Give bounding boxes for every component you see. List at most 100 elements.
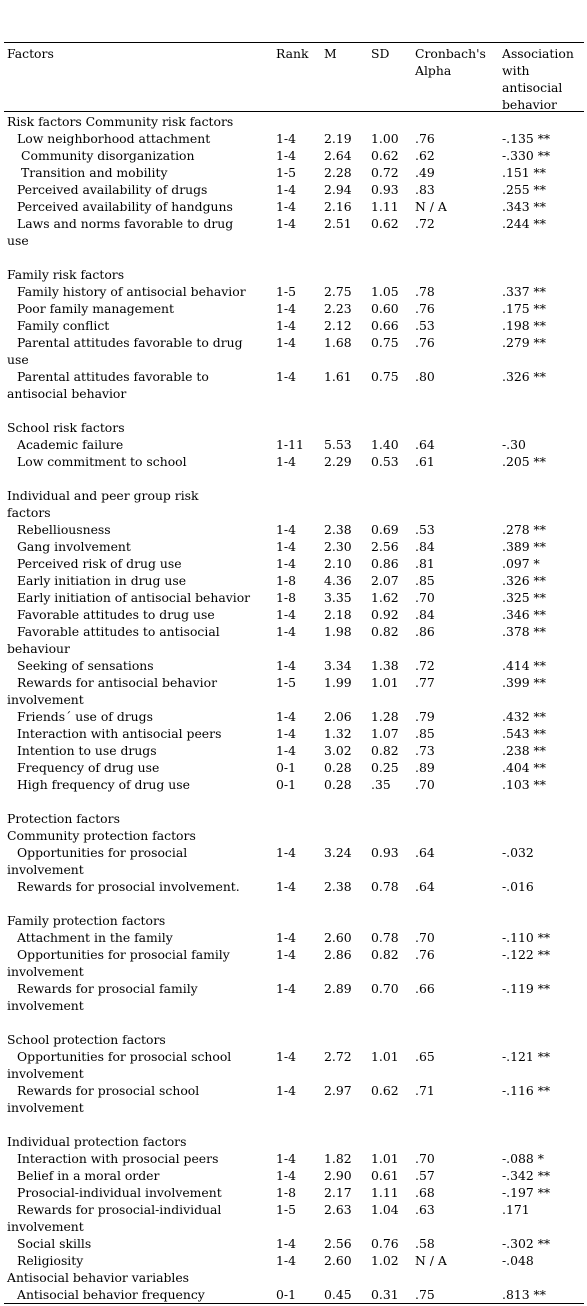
section-heading-row: Individual protection factors: [4, 1133, 584, 1150]
mean-cell: 2.18: [324, 607, 352, 622]
factor-name-cont: involvement: [7, 964, 84, 979]
alpha-cell: .78: [415, 284, 435, 299]
rank-cell: 1-5: [276, 675, 296, 690]
association-cell: .378 **: [502, 624, 546, 639]
factor-name: Perceived risk of drug use: [17, 556, 182, 571]
mean-cell: 2.64: [324, 148, 352, 163]
alpha-cell: .70: [415, 777, 435, 792]
section-heading: School risk factors: [7, 420, 125, 435]
mean-cell: 2.19: [324, 131, 352, 146]
mean-cell: 3.24: [324, 845, 352, 860]
rank-cell: 1-4: [276, 318, 296, 333]
sd-cell: 1.11: [371, 1185, 399, 1200]
alpha-cell: .61: [415, 454, 435, 469]
rank-cell: 0-1: [276, 1287, 296, 1302]
sd-cell: 0.66: [371, 318, 399, 333]
rank-cell: 1-4: [276, 148, 296, 163]
factor-name: Perceived availability of handguns: [17, 199, 233, 214]
sd-cell: 2.07: [371, 573, 399, 588]
sd-cell: 0.82: [371, 624, 399, 639]
sd-cell: 0.70: [371, 981, 399, 996]
mean-cell: 2.60: [324, 930, 352, 945]
rank-cell: 1-4: [276, 335, 296, 350]
association-cell: -.016: [502, 879, 534, 894]
table-header-row: Factors Rank M SD Cronbach's Alpha Associ…: [4, 43, 584, 112]
factor-name: Early initiation of antisocial behavior: [17, 590, 251, 605]
table-row: Opportunities for prosocial involvement 1-…: [4, 844, 584, 878]
table-row: Rewards for prosocial family involvement 1…: [4, 980, 584, 1014]
section-heading: Antisocial behavior variables: [7, 1270, 190, 1285]
table-row: Gang involvement 1-4 2.30 2.56 .84 .389 **: [4, 538, 584, 555]
table-row: Rewards for prosocial involvement. 1-4 2.3…: [4, 878, 584, 895]
factor-name: High frequency of drug use: [17, 777, 190, 792]
section-spacer: [4, 402, 584, 419]
alpha-cell: .79: [415, 709, 435, 724]
factor-name: Family history of antisocial behavior: [17, 284, 246, 299]
association-cell: -.121 **: [502, 1049, 551, 1064]
factor-name-cont: involvement: [7, 998, 84, 1013]
factor-name: Transition and mobility: [21, 165, 168, 180]
sd-cell: 1.04: [371, 1202, 399, 1217]
association-cell: .238 **: [502, 743, 546, 758]
table-row: Community disorganization 1-4 2.64 0.62 .62 -…: [4, 147, 584, 164]
alpha-cell: .86: [415, 624, 435, 639]
sd-cell: 0.76: [371, 1236, 399, 1251]
association-cell: .813 **: [502, 1287, 546, 1302]
alpha-cell: .73: [415, 743, 435, 758]
mean-cell: 2.94: [324, 182, 352, 197]
mean-cell: 4.36: [324, 573, 352, 588]
sd-cell: 1.01: [371, 1151, 399, 1166]
association-cell: -.088 *: [502, 1151, 544, 1166]
association-cell: .244 **: [502, 216, 546, 231]
table-body: Risk factors Community risk factors Low n…: [4, 112, 584, 1304]
association-cell: -.110 **: [502, 930, 551, 945]
factor-name: Interaction with prosocial peers: [17, 1151, 219, 1166]
factor-name-cont: involvement: [7, 1219, 84, 1234]
mean-cell: 0.45: [324, 1287, 352, 1302]
factor-name-cont: involvement: [7, 692, 84, 707]
factor-name: Social skills: [17, 1236, 92, 1251]
factor-name: Opportunities for prosocial school: [17, 1049, 232, 1064]
rank-cell: 1-5: [276, 165, 296, 180]
factor-name: Low neighborhood attachment: [17, 131, 211, 146]
association-cell: .399 **: [502, 675, 546, 690]
factor-name: Antisocial behavior frequency: [17, 1287, 205, 1302]
rank-cell: 1-4: [276, 845, 296, 860]
factor-name: Low commitment to school: [17, 454, 187, 469]
rank-cell: 1-4: [276, 981, 296, 996]
alpha-cell: .53: [415, 318, 435, 333]
factor-name: Poor family management: [17, 301, 175, 316]
rank-cell: 1-5: [276, 284, 296, 299]
table-row: Parental attitudes favorable to drug use 1…: [4, 334, 584, 368]
sd-cell: 0.61: [371, 1168, 399, 1183]
table-row: Family history of antisocial behavior 1-5…: [4, 283, 584, 300]
factor-name: Prosocial-individual involvement: [17, 1185, 222, 1200]
section-spacer: [4, 1014, 584, 1031]
factor-name: Attachment in the family: [17, 930, 173, 945]
table-row: Antisocial behavior frequency 0-1 0.45 0.31…: [4, 1286, 584, 1303]
mean-cell: 1.61: [324, 369, 352, 384]
table-row: Opportunities for prosocial school involv…: [4, 1048, 584, 1082]
rank-cell: 1-4: [276, 930, 296, 945]
mean-cell: 2.51: [324, 216, 352, 231]
section-heading-row: Family protection factors: [4, 912, 584, 929]
table-row: Early initiation in drug use 1-8 4.36 2.07.…: [4, 572, 584, 589]
factor-name-cont: use: [7, 352, 29, 367]
factor-name: Interaction with antisocial peers: [17, 726, 222, 741]
header-factors: Factors: [7, 46, 54, 61]
section-spacer: [4, 470, 584, 487]
association-cell: .404 **: [502, 760, 546, 775]
association-cell: .097 *: [502, 556, 540, 571]
mean-cell: 2.38: [324, 522, 352, 537]
sd-cell: 1.01: [371, 675, 399, 690]
association-cell: -.032: [502, 845, 534, 860]
mean-cell: 0.28: [324, 777, 352, 792]
sd-cell: 0.25: [371, 760, 399, 775]
rank-cell: 0-1: [276, 760, 296, 775]
sd-cell: 1.40: [371, 437, 399, 452]
section-heading-row: Individual and peer group risk factors: [4, 487, 584, 521]
mean-cell: 2.86: [324, 947, 352, 962]
mean-cell: 3.34: [324, 658, 352, 673]
sd-cell: 1.00: [371, 131, 399, 146]
association-cell: .343 **: [502, 199, 546, 214]
